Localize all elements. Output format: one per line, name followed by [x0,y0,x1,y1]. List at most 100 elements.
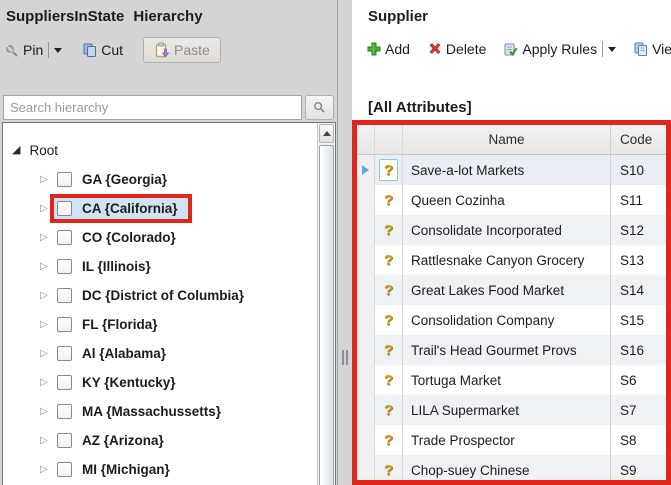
row-name-cell[interactable]: Trade Prospector [403,425,611,455]
row-status-cell[interactable]: ? [375,155,403,185]
row-name-cell[interactable]: Chop-suey Chinese [403,455,611,480]
row-code-cell[interactable]: S11 [620,192,644,208]
tree-item-checkbox[interactable] [57,259,72,274]
row-status-cell[interactable]: ? [375,365,403,395]
tree-item-checkbox[interactable] [57,230,72,245]
expand-arrow-icon[interactable]: ▷ [40,289,48,301]
row-status-cell[interactable]: ? [375,275,403,305]
expand-arrow-icon[interactable]: ▷ [40,463,48,475]
tree-item-content[interactable]: FL {Florida} [54,314,168,335]
tree-scrollbar[interactable] [317,123,335,485]
tree-item-checkbox[interactable] [57,375,72,390]
row-code-cell[interactable]: S9 [620,462,637,478]
cut-button[interactable]: Cut [82,42,123,58]
tree-item-content[interactable]: Al {Alabama} [54,343,176,364]
table-row[interactable]: ? Tortuga Market S6 [357,365,666,395]
row-status-cell[interactable]: ? [375,215,403,245]
add-button[interactable]: Add [366,41,410,57]
tree-item-checkbox[interactable] [57,404,72,419]
tree-item-checkbox[interactable] [57,433,72,448]
tree-item-checkbox[interactable] [57,317,72,332]
view-button[interactable]: Vie [633,41,671,57]
table-row[interactable]: ? Consolidate Incorporated S12 [357,215,666,245]
apply-rules-button[interactable]: Apply Rules [503,41,617,57]
row-status-cell[interactable]: ? [375,185,403,215]
expand-arrow-icon[interactable]: ▷ [40,260,48,272]
tree-item-content[interactable]: CO {Colorado} [54,227,186,248]
table-row[interactable]: ? Trail's Head Gourmet Provs S16 [357,335,666,365]
tree-item[interactable]: ▷ CA {California} [3,194,317,223]
expand-arrow-icon[interactable]: ▷ [40,434,48,446]
table-row[interactable]: ? Chop-suey Chinese S9 [357,455,666,480]
tree-item[interactable]: ▷ MA {Massachussetts} [3,397,317,426]
tree-item-checkbox[interactable] [57,172,72,187]
chevron-down-icon[interactable] [54,47,63,53]
delete-button[interactable]: Delete [427,41,486,57]
tree-item[interactable]: ▷ IL {Illinois} [3,252,317,281]
pin-button[interactable]: Pin [4,42,63,58]
expand-arrow-icon[interactable]: ▷ [40,347,48,359]
row-name-cell[interactable]: Queen Cozinha [403,185,611,215]
table-row[interactable]: ? Great Lakes Food Market S14 [357,275,666,305]
row-code-cell[interactable]: S8 [620,432,637,448]
tree-root-item[interactable]: ◢ Root [12,135,317,165]
row-name-cell[interactable]: Rattlesnake Canyon Grocery [403,245,611,275]
tree-item[interactable]: ▷ CO {Colorado} [3,223,317,252]
expand-arrow-icon[interactable]: ▷ [40,173,48,185]
tree-item[interactable]: ▷ FL {Florida} [3,310,317,339]
row-status-cell[interactable]: ? [375,335,403,365]
tree-item-content[interactable]: AZ {Arizona} [54,430,174,451]
tree-item-content[interactable]: CA {California} [50,194,192,223]
tree-item-checkbox[interactable] [57,346,72,361]
search-button[interactable] [305,95,334,120]
row-name-cell[interactable]: Trail's Head Gourmet Provs [403,335,611,365]
row-name-cell[interactable]: Save-a-lot Markets [403,155,611,185]
row-name-cell[interactable]: Consolidation Company [403,305,611,335]
row-name-cell[interactable]: Great Lakes Food Market [403,275,611,305]
collapse-arrow-icon[interactable]: ◢ [12,143,21,156]
tree-item-checkbox[interactable] [57,288,72,303]
tree-item[interactable]: ▷ Al {Alabama} [3,339,317,368]
scroll-up-button[interactable] [319,124,334,143]
row-status-cell[interactable]: ? [375,245,403,275]
code-column-header[interactable]: Code [611,125,666,155]
tree-item[interactable]: ▷ KY {Kentucky} [3,368,317,397]
table-row[interactable]: ? Save-a-lot Markets S10 [357,155,666,185]
row-name-cell[interactable]: Tortuga Market [403,365,611,395]
row-status-cell[interactable]: ? [375,395,403,425]
row-code-cell[interactable]: S14 [620,282,645,298]
tree-item-checkbox[interactable] [57,462,72,477]
row-name-cell[interactable]: Consolidate Incorporated [403,215,611,245]
row-code-cell[interactable]: S7 [620,402,637,418]
row-code-cell[interactable]: S6 [620,372,637,388]
expand-arrow-icon[interactable]: ▷ [40,318,48,330]
row-status-cell[interactable]: ? [375,455,403,480]
tree-item[interactable]: ▷ AZ {Arizona} [3,426,317,455]
expand-arrow-icon[interactable]: ▷ [40,202,48,214]
table-row[interactable]: ? Queen Cozinha S11 [357,185,666,215]
tree-item-content[interactable]: IL {Illinois} [54,256,161,277]
tree-item-content[interactable]: KY {Kentucky} [54,372,186,393]
tree-item[interactable]: ▷ DC {District of Columbia} [3,281,317,310]
expand-arrow-icon[interactable]: ▷ [40,376,48,388]
name-column-header[interactable]: Name [403,125,611,155]
row-status-cell[interactable]: ? [375,305,403,335]
row-code-cell[interactable]: S15 [620,312,645,328]
tree-item-checkbox[interactable] [57,201,72,216]
table-row[interactable]: ? Consolidation Company S15 [357,305,666,335]
expand-arrow-icon[interactable]: ▷ [40,405,48,417]
row-status-cell[interactable]: ? [375,425,403,455]
row-code-cell[interactable]: S10 [620,162,645,178]
search-input[interactable] [3,95,302,120]
tree-item[interactable]: ▷ GA {Georgia} [3,165,317,194]
panel-splitter[interactable] [337,0,352,485]
expand-arrow-icon[interactable]: ▷ [40,231,48,243]
tree-item-content[interactable]: MI {Michigan} [54,459,180,480]
table-row[interactable]: ? Trade Prospector S8 [357,425,666,455]
tree-item-content[interactable]: MA {Massachussetts} [54,401,231,422]
tree-item-content[interactable]: GA {Georgia} [54,169,177,190]
row-name-cell[interactable]: LILA Supermarket [403,395,611,425]
row-code-cell[interactable]: S13 [620,252,645,268]
row-code-cell[interactable]: S16 [620,342,645,358]
row-code-cell[interactable]: S12 [620,222,645,238]
